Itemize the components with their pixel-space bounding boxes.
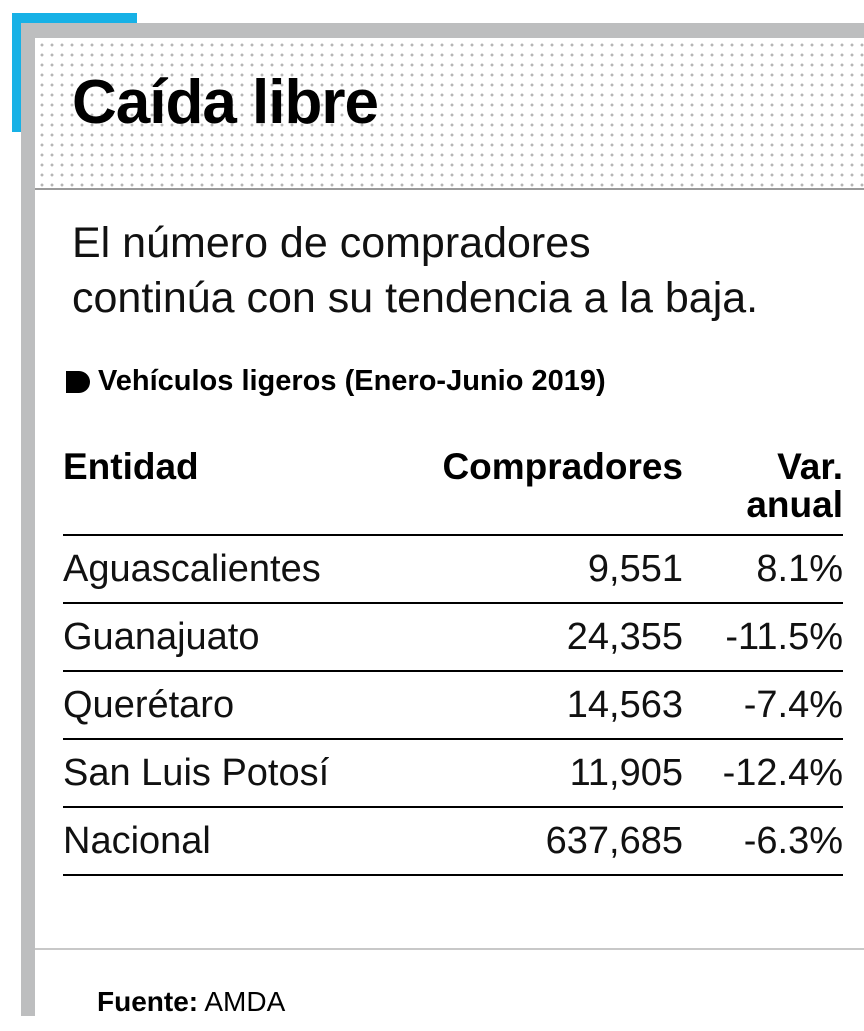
table-row: Nacional 637,685 -6.3% [63, 807, 843, 876]
table-title: Vehículos ligeros (Enero-Junio 2019) [98, 365, 606, 397]
subtitle: El número de compradores continúa con su… [72, 216, 758, 326]
cell-compradores: 9,551 [393, 535, 683, 604]
table-row: Guanajuato 24,355 -11.5% [63, 603, 843, 672]
cell-var-anual: -7.4% [683, 671, 843, 740]
table-row: Querétaro 14,563 -7.4% [63, 671, 843, 740]
cell-var-anual: 8.1% [683, 535, 843, 604]
cell-entidad: Nacional [63, 807, 393, 876]
header-compradores: Compradores [393, 440, 683, 536]
data-table: Entidad Compradores Var. anual Aguascalie… [63, 440, 843, 876]
cell-compradores: 637,685 [393, 807, 683, 876]
subtitle-line: continúa con su tendencia a la baja. [72, 274, 759, 322]
frame-top [21, 23, 864, 38]
header-var-anual: Var. anual [683, 440, 843, 536]
cell-entidad: Aguascalientes [63, 535, 393, 604]
cell-entidad: San Luis Potosí [63, 739, 393, 808]
subtitle-line: El número de compradores [72, 219, 591, 267]
cell-compradores: 11,905 [393, 739, 683, 808]
table-row: Aguascalientes 9,551 8.1% [63, 535, 843, 604]
title-background [35, 38, 864, 190]
cell-entidad: Guanajuato [63, 603, 393, 672]
table-header-row: Entidad Compradores Var. anual [63, 440, 843, 536]
cell-compradores: 14,563 [393, 671, 683, 740]
tag-icon [66, 370, 90, 393]
cell-var-anual: -11.5% [683, 603, 843, 672]
table-row: San Luis Potosí 11,905 -12.4% [63, 739, 843, 808]
cell-var-anual: -12.4% [683, 739, 843, 808]
frame-left [21, 23, 35, 1016]
source-value: AMDA [204, 986, 286, 1017]
header-entidad: Entidad [63, 440, 393, 536]
cell-entidad: Querétaro [63, 671, 393, 740]
page-title: Caída libre [72, 68, 379, 137]
cell-var-anual: -6.3% [683, 807, 843, 876]
table-heading: Vehículos ligeros (Enero-Junio 2019) [66, 365, 606, 398]
source: Fuente: AMDA [97, 986, 285, 1018]
cell-compradores: 24,355 [393, 603, 683, 672]
source-label: Fuente: [97, 986, 199, 1017]
divider [35, 948, 864, 950]
